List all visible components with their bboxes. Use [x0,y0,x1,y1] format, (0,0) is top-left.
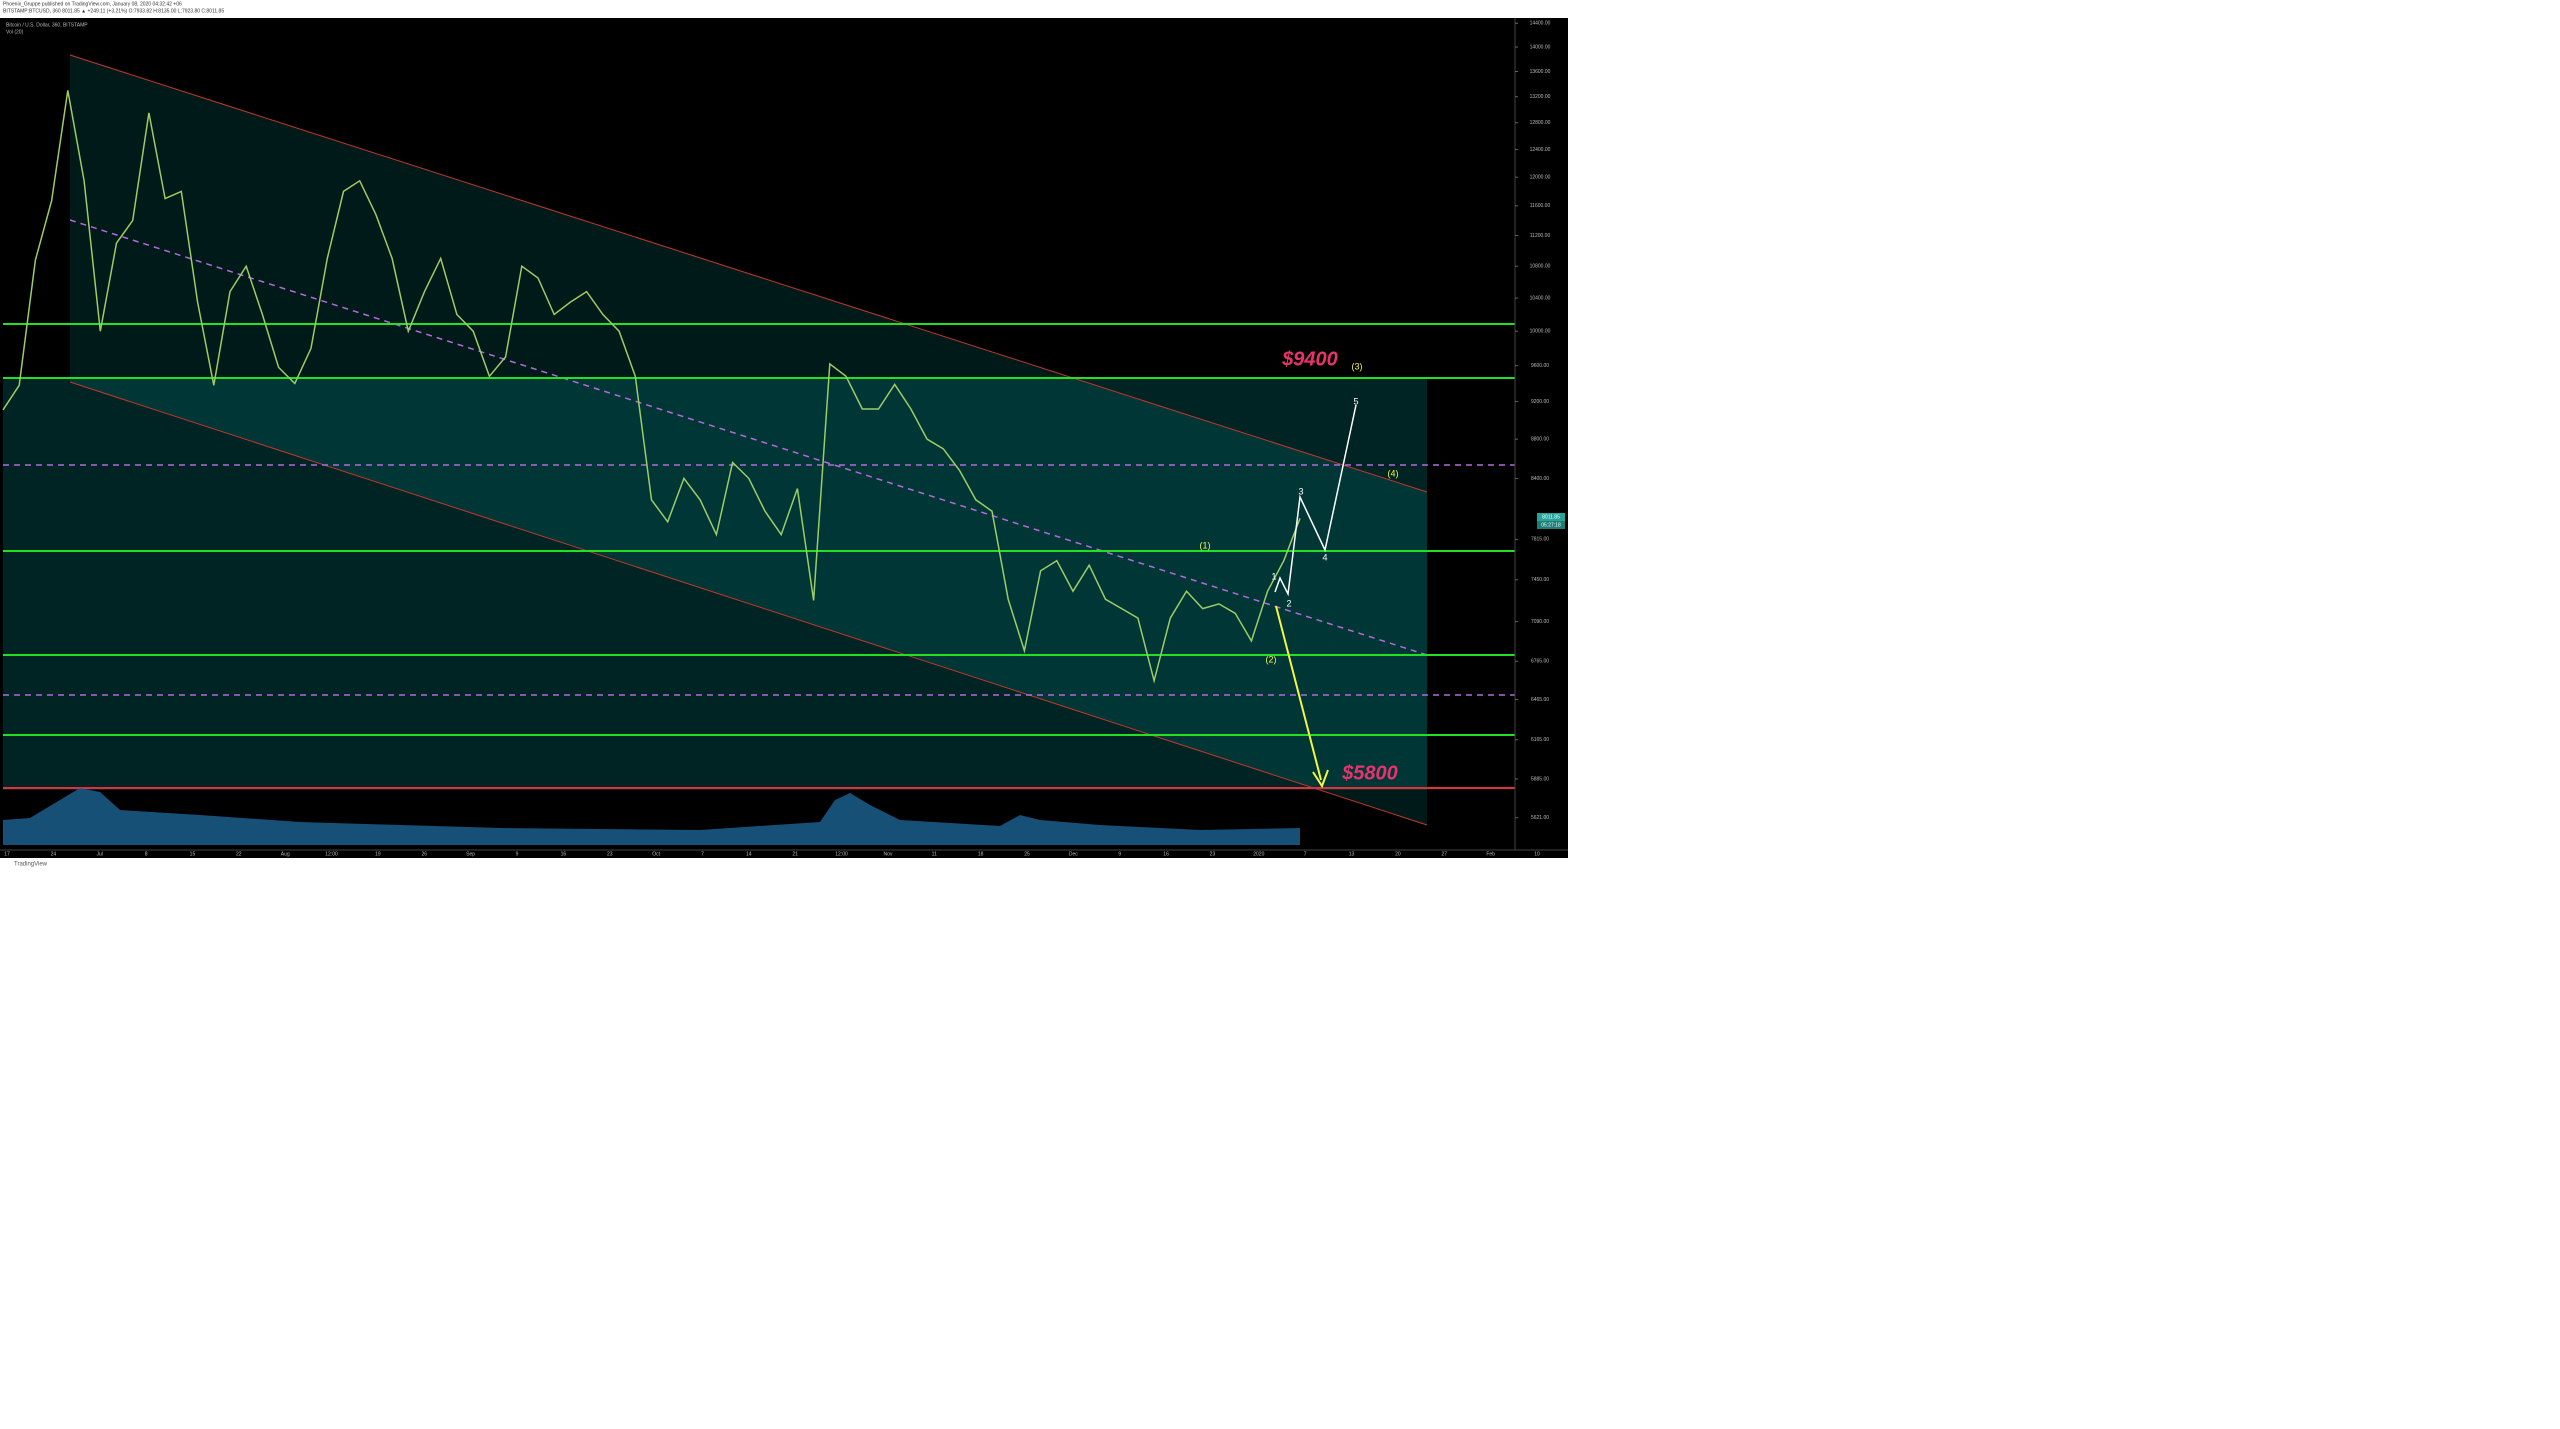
annotation: 3 [1298,486,1303,496]
x-tick-label: 19 [375,851,381,857]
x-tick-label: 24 [51,851,57,857]
y-tick-label: 10400.00 [1530,295,1551,301]
annotation: (4) [1388,468,1399,478]
x-tick-label: 16 [1163,851,1169,857]
x-tick-label: 12:00 [325,851,338,857]
channel [70,55,1427,825]
y-tick-label: 6465.00 [1531,697,1549,703]
x-tick-label: 10 [1534,851,1540,857]
y-tick-label: 10000.00 [1530,329,1551,335]
x-tick-label: 21 [792,851,798,857]
x-tick-label: Aug [281,851,290,857]
x-tick-label: Nov [883,851,892,857]
annotation: (2) [1266,654,1277,664]
y-tick-label: 5621.00 [1531,815,1549,821]
x-tick-label: 9 [516,851,519,857]
projection-up [1274,404,1357,597]
y-tick-label: 8400.00 [1531,476,1549,482]
chart-background [0,18,1568,858]
countdown-tag [1537,521,1565,529]
y-tick-label: 5885.00 [1531,776,1549,782]
x-tick-label: 22 [236,851,242,857]
y-tick-label: 14000.00 [1530,44,1551,50]
x-tick-label: 20 [1395,851,1401,857]
x-tick-label: 9 [1118,851,1121,857]
y-tick-label: 7450.00 [1531,577,1549,583]
y-tick-label: 12400.00 [1530,147,1551,153]
projection-down [1275,605,1322,781]
annotation: (3) [1352,361,1363,371]
y-tick-label: 6165.00 [1531,737,1549,743]
y-tick-label: 8800.00 [1531,436,1549,442]
x-tick-label: Dec [1069,851,1078,857]
annotation: (1) [1200,540,1211,550]
y-tick-label: 13200.00 [1530,94,1551,100]
x-tick-label: 2020 [1253,851,1264,857]
y-tick-label: 12000.00 [1530,175,1551,181]
x-tick-label: 23 [607,851,613,857]
chart-title: Bitcoin / U.S. Dollar, 360, BITSTAMP [6,22,88,28]
x-tick-label: Jul [97,851,103,857]
last-price-tag [1537,513,1565,521]
y-tick-label: 9200.00 [1531,399,1549,405]
y-tick-label: 10800.00 [1530,264,1551,270]
y-tick-label: 11600.00 [1530,203,1551,209]
x-tick-label: 13 [1349,851,1355,857]
x-tick-label: 7 [701,851,704,857]
symbol-info: BITSTAMP:BTCUSD, 360 8011.85 ▲ +249.11 (… [3,8,224,14]
price-axis [1515,18,1568,858]
annotation: 1 [1271,571,1276,581]
y-tick-label: 13600.00 [1530,69,1551,75]
x-tick-label: 14 [746,851,752,857]
channel-lower [69,381,1428,826]
annotation: 5 [1353,396,1358,406]
x-tick-label: Oct [652,851,660,857]
x-tick-label: Sep [466,851,475,857]
footer: TradingView [14,862,48,868]
x-tick-label: 15 [190,851,196,857]
x-tick-label: 26 [421,851,427,857]
volume [3,788,1300,845]
x-tick-label: 17 [4,851,10,857]
y-tick-label: 11200.00 [1530,233,1551,239]
annotation: 4 [1322,552,1327,562]
y-tick-label: 7090.00 [1531,619,1549,625]
annotation: $9400 [1281,348,1338,370]
zone [3,378,1427,790]
y-tick-label: 6765.00 [1531,659,1549,665]
x-tick-label: 11 [932,851,937,857]
annotation: $5800 [1341,762,1398,784]
y-tick-label: 14400.00 [1530,21,1551,27]
publisher: Phoenix_Gruppe published on TradingView.… [3,1,182,7]
y-tick-label: 9600.00 [1531,363,1549,369]
arrow-head [1312,769,1329,789]
x-tick-label: 25 [1024,851,1030,857]
x-tick-label: 16 [561,851,567,857]
indicator: Vol (20) [6,29,24,35]
countdown: 05:27:18 [1541,522,1561,528]
y-tick-label: 12800.00 [1530,120,1551,126]
price-line [2,90,1301,684]
x-tick-label: 18 [978,851,984,857]
x-tick-label: 8 [145,851,148,857]
y-tick-label: 7815.00 [1531,537,1549,543]
annotation: 2 [1286,598,1291,608]
x-tick-label: 23 [1210,851,1216,857]
x-tick-label: 12:00 [835,851,848,857]
x-tick-label: Feb [1486,851,1495,857]
x-tick-label: 27 [1441,851,1447,857]
x-tick-label: 7 [1304,851,1307,857]
last-price: 8011.85 [1542,514,1560,520]
channel-upper [69,54,1428,493]
